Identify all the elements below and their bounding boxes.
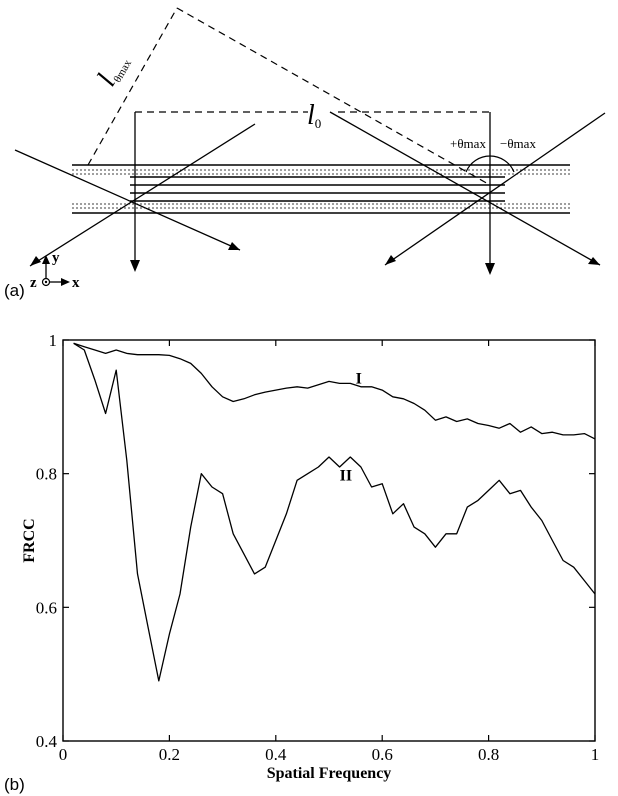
x-tick-label: 0.4 — [265, 745, 287, 764]
x-tick-label: 0.8 — [478, 745, 499, 764]
y-arrow-icon — [42, 255, 50, 264]
label-plus-theta-max: +θmax — [450, 136, 486, 151]
layer-stack — [72, 164, 570, 214]
series-label-2: II — [340, 467, 352, 484]
x-tick-label: 0 — [59, 745, 68, 764]
label-l0: l0 — [307, 100, 321, 131]
y-tick-label: 0.4 — [36, 732, 58, 751]
panel-a-letter: (a) — [4, 281, 25, 300]
series-line-1 — [73, 342, 596, 440]
x-tick-label: 1 — [591, 745, 600, 764]
x-arrow-icon — [61, 278, 70, 286]
coordinate-axes: y x z — [30, 250, 80, 291]
x-axis-title: Spatial Frequency — [267, 765, 392, 782]
ray-arrowheads — [30, 242, 600, 275]
panel-a-diagram: lθmax l0 +θmax −θmax y x z (a) — [4, 7, 606, 300]
x-tick-label: 0.6 — [372, 745, 393, 764]
axis-label-z: z — [30, 275, 37, 291]
theta-angle-arc — [465, 155, 515, 173]
y-axis-title: FRCC — [21, 518, 38, 562]
panel-b-letter: (b) — [4, 775, 25, 794]
label-minus-theta-max: −θmax — [500, 136, 536, 151]
axis-label-y: y — [52, 250, 60, 266]
axis-label-x: x — [72, 275, 80, 291]
right-beam-rays — [329, 111, 606, 272]
x-tick-label: 0.2 — [159, 745, 180, 764]
y-tick-label: 1 — [49, 331, 58, 350]
plot-frame — [62, 339, 596, 742]
y-tick-label: 0.6 — [36, 598, 57, 617]
y-tick-label: 0.8 — [36, 465, 57, 484]
dashed-construction — [87, 7, 491, 186]
series-label-1: I — [356, 370, 362, 387]
left-beam-rays — [14, 112, 256, 268]
series-line-2 — [73, 342, 596, 682]
z-axis-icon — [41, 277, 51, 287]
